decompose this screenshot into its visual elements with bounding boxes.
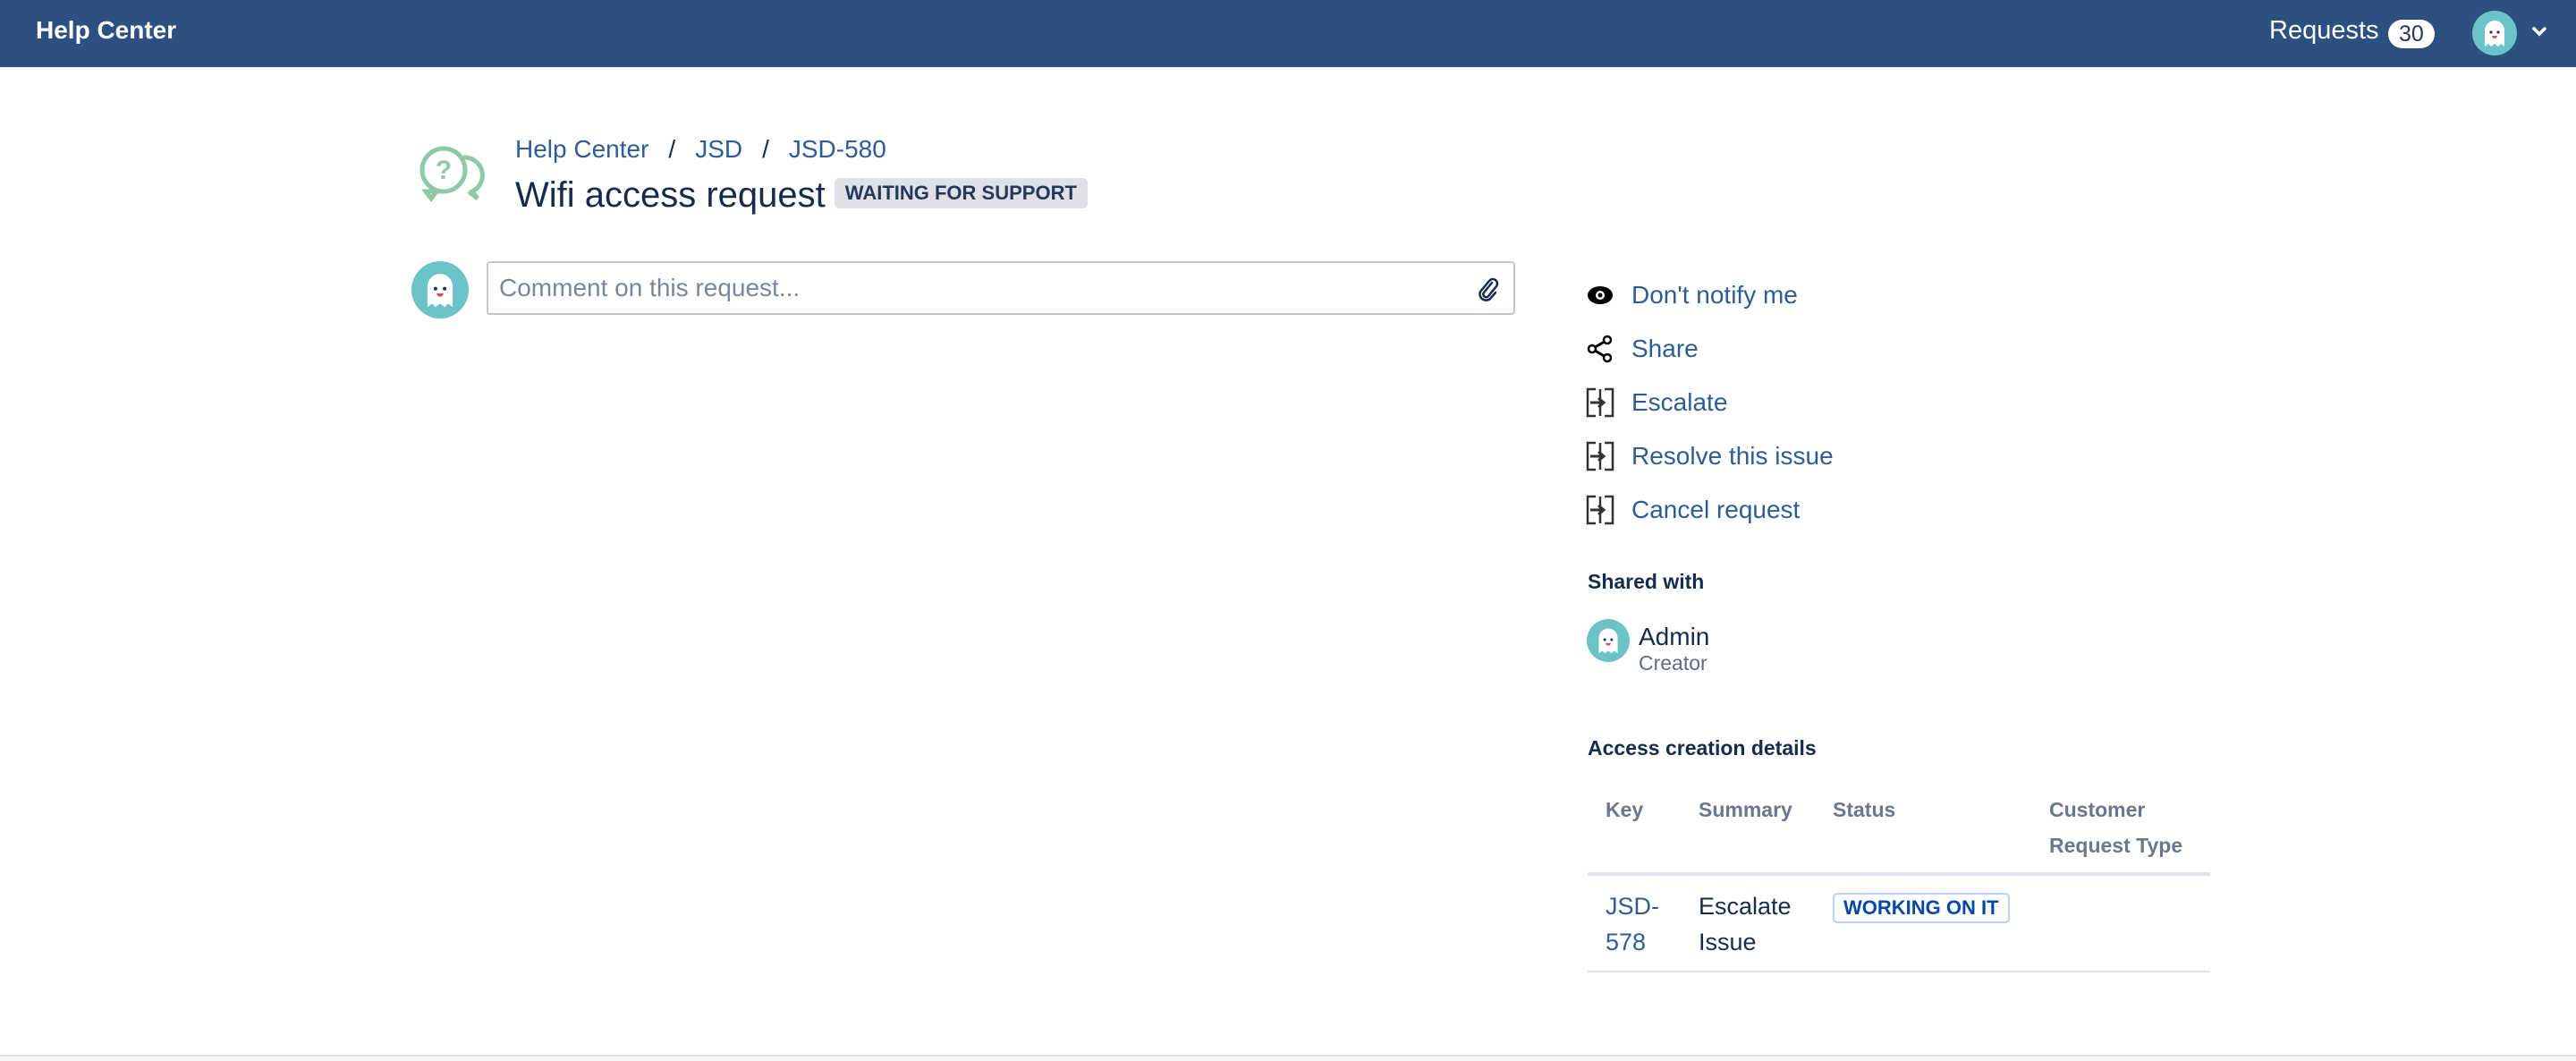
participant-role: Creator (1639, 651, 1707, 675)
user-avatar-icon[interactable] (2472, 11, 2517, 55)
share-button[interactable]: Share (1585, 322, 1834, 376)
chevron-down-icon[interactable] (2528, 20, 2551, 43)
status-badge: WAITING FOR SUPPORT (834, 178, 1088, 209)
page-title: Wifi access request WAITING FOR SUPPORT (515, 175, 1088, 216)
linked-issues-heading: Access creation details (1588, 736, 1817, 760)
request-title: Wifi access request (515, 175, 826, 215)
requests-link[interactable]: Requests (2269, 16, 2379, 45)
help-center-home-link[interactable]: Help Center (36, 16, 177, 44)
transition-icon (1586, 387, 1614, 418)
avatar (411, 261, 469, 318)
action-label: Cancel request (1631, 496, 1801, 523)
issue-key-link[interactable]: JSD-578 (1588, 874, 1681, 972)
svg-text:?: ? (436, 156, 452, 185)
dont-notify-button[interactable]: Don't notify me (1585, 268, 1834, 322)
requests-count-badge: 30 (2388, 20, 2435, 48)
table-row: JSD-578 Escalate Issue WORKING ON IT (1588, 874, 2210, 972)
action-label: Resolve this issue (1631, 442, 1834, 470)
column-header-key: Key (1588, 792, 1681, 876)
request-actions: Don't notify me Share Escalate Resolve t… (1585, 268, 1834, 537)
shared-with-heading: Shared with (1588, 570, 1705, 593)
avatar (1587, 619, 1630, 662)
transition-icon (1586, 495, 1614, 525)
comment-input[interactable]: Comment on this request... (487, 261, 1515, 315)
help-center-logo-icon: ? (419, 146, 485, 203)
breadcrumb-separator: / (762, 135, 769, 163)
linked-issues-table: Key Summary Status Customer Request Type… (1588, 792, 2210, 972)
status-badge: WORKING ON IT (1833, 893, 2010, 923)
breadcrumb: Help Center / JSD / JSD-580 (515, 135, 886, 164)
footer-divider (0, 1055, 2576, 1061)
transition-icon (1586, 441, 1614, 471)
cancel-request-button[interactable]: Cancel request (1585, 483, 1834, 537)
issue-summary: Escalate Issue (1681, 874, 1815, 972)
eye-icon (1588, 286, 1613, 304)
column-header-summary: Summary (1681, 792, 1815, 876)
breadcrumb-help-center[interactable]: Help Center (515, 135, 649, 163)
resolve-button[interactable]: Resolve this issue (1585, 429, 1834, 483)
attachment-icon[interactable] (1476, 276, 1499, 302)
issue-request-type (2031, 874, 2210, 972)
action-label: Share (1631, 335, 1699, 362)
action-label: Escalate (1631, 388, 1728, 416)
escalate-button[interactable]: Escalate (1585, 376, 1834, 429)
breadcrumb-project[interactable]: JSD (695, 135, 743, 163)
column-header-status: Status (1815, 792, 2031, 876)
top-nav: Help Center Requests 30 (0, 0, 2576, 67)
participant-name: Admin (1639, 623, 1710, 650)
share-icon (1587, 335, 1613, 363)
column-header-request-type: Customer Request Type (2031, 792, 2210, 876)
breadcrumb-separator: / (668, 135, 676, 163)
breadcrumb-issue[interactable]: JSD-580 (788, 135, 886, 163)
comment-placeholder: Comment on this request... (499, 274, 801, 301)
action-label: Don't notify me (1631, 281, 1798, 309)
issue-status-cell: WORKING ON IT (1815, 874, 2031, 972)
